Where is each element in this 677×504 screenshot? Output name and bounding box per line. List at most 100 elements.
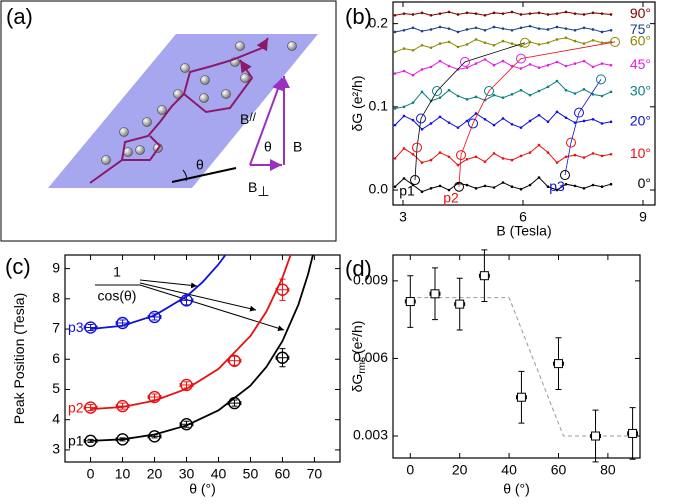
series-label: 60° (630, 33, 651, 49)
trace-point (591, 11, 595, 15)
inner-angle: θ (264, 139, 272, 155)
series-label: p3 (68, 319, 84, 335)
trace-point (411, 152, 415, 156)
series-label: 10° (630, 145, 651, 161)
trace-point (600, 30, 604, 34)
trace-point (474, 187, 478, 190)
peak-marker (560, 170, 570, 181)
b-perp: B⊥ (248, 179, 270, 199)
trace-point (438, 12, 442, 15)
trace-point (402, 28, 406, 32)
peak-marker (566, 137, 576, 148)
point (455, 299, 465, 309)
trace-point (510, 93, 514, 96)
x-axis-label: θ (°) (189, 481, 216, 497)
trace-point (429, 28, 433, 31)
trace-point (438, 151, 442, 154)
trace-point (393, 72, 397, 75)
trace-point (573, 28, 577, 32)
plot-frame (64, 254, 341, 463)
trace-point (510, 158, 514, 162)
x-error-bar (275, 287, 290, 292)
trace-point (582, 88, 586, 91)
peak-marker (432, 86, 442, 97)
series-label: 45° (630, 56, 651, 72)
point (276, 283, 289, 296)
point (180, 294, 193, 307)
angle-arc (182, 169, 188, 182)
point (148, 310, 161, 324)
trace-point (501, 96, 505, 99)
y-tick-label: 6 (52, 350, 60, 366)
trace-point (555, 188, 559, 192)
series-label: p1 (68, 433, 84, 449)
trace-point (429, 46, 433, 50)
x-tick-label: 40 (501, 462, 517, 478)
x-axis-label: θ (°) (503, 481, 530, 497)
trace-point (609, 152, 613, 156)
trace-point (510, 185, 514, 188)
trace-point (582, 42, 586, 45)
trace-point (573, 184, 577, 188)
y-tick-label: 0.006 (353, 349, 388, 365)
trace-point (573, 39, 577, 43)
peak-marker (516, 53, 526, 64)
peak-marker (410, 175, 420, 186)
trace-point (555, 60, 559, 64)
trace-point (537, 11, 541, 15)
trace-point (474, 95, 478, 99)
y-label-main: Peak Position (Tesla) (11, 293, 27, 425)
x-error-bar (83, 438, 98, 443)
trace-point (609, 28, 613, 32)
trace-point (546, 63, 550, 67)
trace-point (591, 183, 595, 187)
trace-point (492, 25, 496, 29)
peak-marker (596, 74, 606, 85)
trace-point (447, 64, 451, 68)
trace-point (483, 58, 487, 61)
plot-frame (392, 1, 656, 206)
trace-point (573, 12, 577, 15)
x-tick-label: 70 (307, 466, 323, 482)
trace-point (510, 42, 514, 45)
x-error-bar (147, 434, 162, 439)
trace-point (411, 118, 415, 122)
b-total: B (293, 139, 302, 155)
trace-point (420, 190, 424, 193)
x-tick-label: 20 (147, 466, 163, 482)
trace-point (447, 88, 451, 92)
y-label-sub: rms (357, 357, 368, 374)
trace-point (402, 47, 406, 50)
trace-point (483, 118, 487, 121)
trace-point (519, 67, 523, 70)
peak-marker (456, 150, 466, 161)
trace-point (609, 90, 613, 94)
trace-point (564, 88, 568, 92)
point (180, 418, 193, 431)
trace-point (564, 155, 568, 159)
trace-point (600, 185, 604, 188)
trace-point (501, 157, 505, 160)
trace-point (537, 113, 541, 117)
x-error-bar (227, 401, 242, 406)
trace-point (537, 27, 541, 30)
trace-point (465, 28, 469, 31)
trace-point (456, 30, 460, 34)
y-tick-label: 0.0 (369, 181, 389, 197)
point (276, 351, 289, 364)
trace-point (519, 126, 523, 129)
trace-point (564, 182, 568, 186)
plot-frame (392, 254, 641, 459)
x-error-bar (115, 404, 130, 409)
trace-point (510, 10, 514, 14)
annotation-numerator: 1 (113, 264, 121, 280)
x-error-bar (147, 395, 162, 400)
trace-point (483, 41, 487, 45)
trace-point (582, 119, 586, 123)
trace-point (528, 63, 532, 66)
trace-point (609, 182, 613, 186)
panel-label: (a) (6, 4, 33, 29)
trace-point (438, 96, 442, 99)
